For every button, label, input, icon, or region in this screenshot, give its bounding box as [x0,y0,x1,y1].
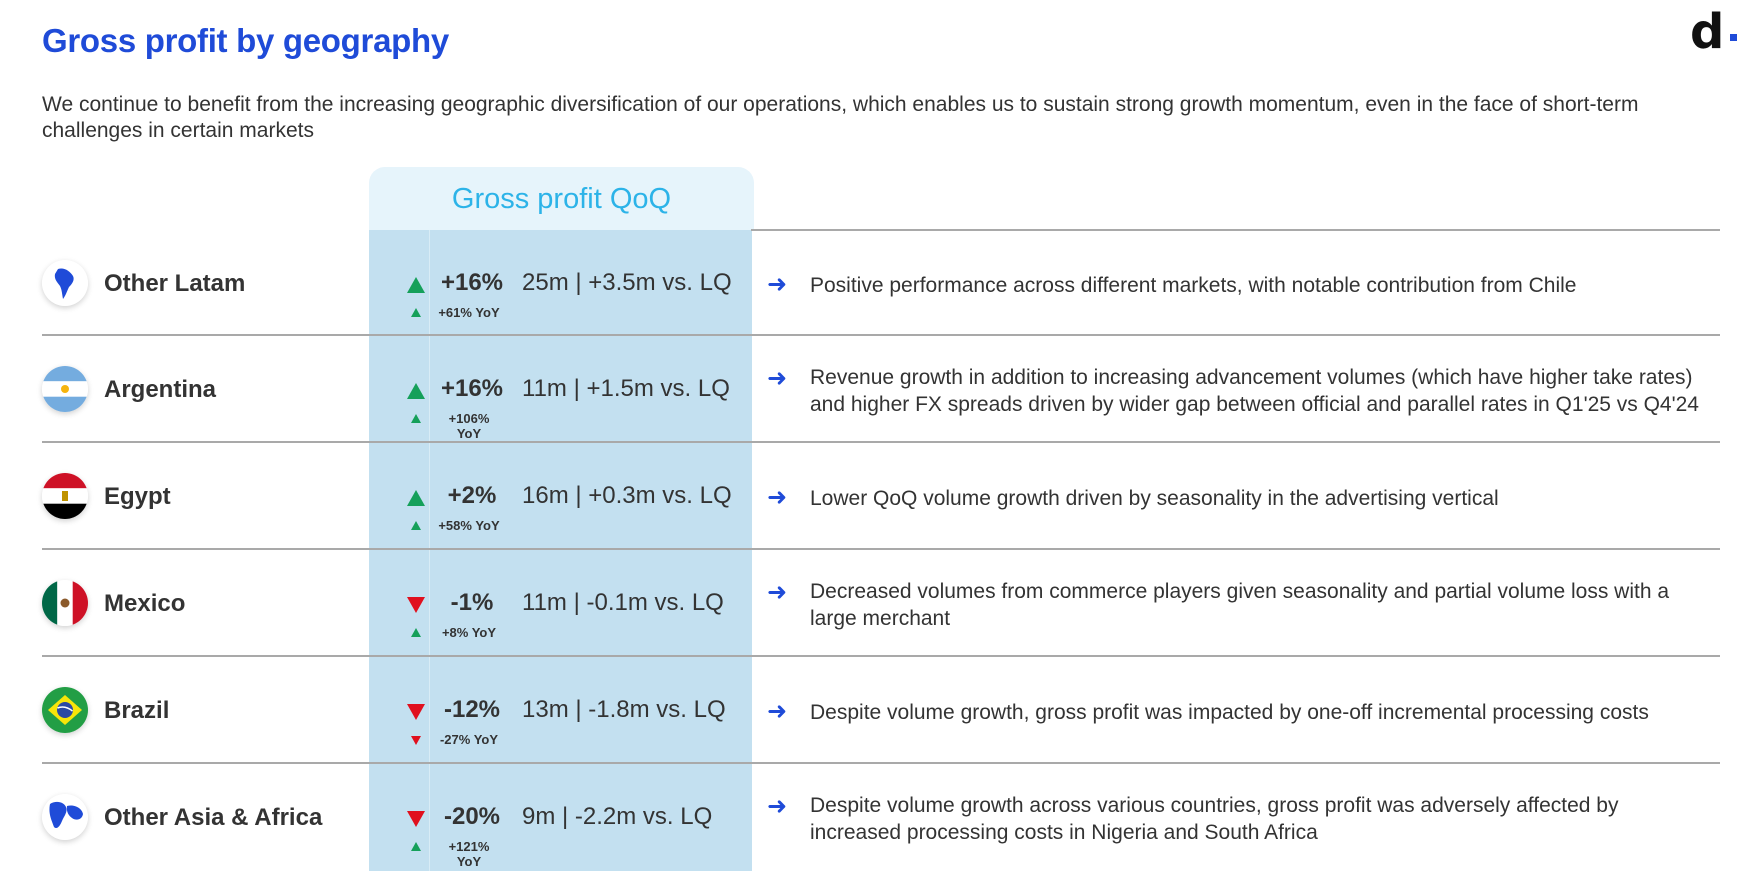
country-name: Argentina [104,376,217,403]
yoy-change: +61% YoY [438,305,500,320]
qoq-up-triangle-icon [407,490,425,506]
qoq-change: +16% [440,375,504,402]
country-name: Other Latam [104,270,246,297]
mexico-flag-icon [42,580,88,626]
asia-africa-globe-icon [42,794,88,840]
qoq-up-triangle-icon [407,277,425,293]
row-commentary: Lower QoQ volume growth driven by season… [810,487,1499,510]
yoy-change: -27% YoY [439,732,499,747]
qoq-change: -12% [443,696,501,723]
absolute-change: 25m | +3.5m vs. LQ [522,269,732,296]
qoq-down-triangle-icon [407,704,425,720]
absolute-change: 9m | -2.2m vs. LQ [522,803,713,830]
qoq-change: +2% [447,482,497,509]
yoy-up-triangle-icon [411,308,421,317]
column-divider [429,230,430,871]
table-row: Brazil -12% 13m | -1.8m vs. LQ -27% YoY … [0,657,1747,763]
row-commentary: Positive performance across different ma… [810,274,1577,297]
header-rule [751,229,1720,231]
row-commentary: Decreased volumes from commerce players … [810,580,1670,630]
arrow-right-icon: ➜ [767,270,788,298]
page-subtitle: We continue to benefit from the increasi… [42,93,1639,142]
table-row: Argentina +16% 11m | +1.5m vs. LQ +106% … [0,336,1747,442]
brazil-flag-icon [42,687,88,733]
country-name: Egypt [104,483,171,510]
argentina-flag-icon [42,366,88,412]
row-divider [42,655,1720,657]
qoq-change: +16% [440,269,504,296]
logo-dot [1730,34,1737,41]
absolute-change: 13m | -1.8m vs. LQ [522,696,726,723]
arrow-right-icon: ➜ [767,483,788,511]
row-divider [42,548,1720,550]
absolute-change: 11m | -0.1m vs. LQ [522,589,724,616]
company-logo: d [1690,4,1725,60]
yoy-change: +58% YoY [438,518,500,533]
gross-profit-column [369,230,752,871]
qoq-up-triangle-icon [407,383,425,399]
yoy-up-triangle-icon [411,414,421,423]
country-name: Brazil [104,697,170,724]
table-row: Mexico -1% 11m | -0.1m vs. LQ +8% YoY ➜ … [0,550,1747,656]
column-header-label: Gross profit QoQ [451,183,672,215]
yoy-up-triangle-icon [411,521,421,530]
egypt-flag-icon [42,473,88,519]
qoq-change: -1% [450,589,494,616]
arrow-right-icon: ➜ [767,792,788,820]
absolute-change: 11m | +1.5m vs. LQ [522,375,730,402]
row-divider [42,762,1720,764]
yoy-change: +121% YoY [448,839,490,869]
page-title: Gross profit by geography [42,22,449,59]
south-america-globe-icon [42,260,88,306]
qoq-change: -20% [443,803,501,830]
row-commentary: Revenue growth in addition to increasing… [810,366,1699,416]
arrow-right-icon: ➜ [767,364,788,392]
yoy-up-triangle-icon [411,628,421,637]
table-row: Other Asia & Africa -20% 9m | -2.2m vs. … [0,764,1747,870]
country-name: Mexico [104,590,186,617]
row-divider [42,441,1720,443]
yoy-down-triangle-icon [411,736,421,745]
absolute-change: 16m | +0.3m vs. LQ [522,482,732,509]
yoy-change: +106% YoY [448,411,490,441]
yoy-up-triangle-icon [411,842,421,851]
country-name: Other Asia & Africa [104,804,323,831]
gross-profit-column-header: Gross profit QoQ [369,167,754,231]
row-commentary: Despite volume growth, gross profit was … [810,701,1649,724]
yoy-change: +8% YoY [441,625,497,640]
row-divider [42,334,1720,336]
qoq-down-triangle-icon [407,811,425,827]
arrow-right-icon: ➜ [767,697,788,725]
arrow-right-icon: ➜ [767,578,788,606]
row-commentary: Despite volume growth across various cou… [810,794,1619,844]
qoq-down-triangle-icon [407,597,425,613]
table-row: Other Latam +16% 25m | +3.5m vs. LQ +61%… [0,230,1747,336]
table-row: Egypt +2% 16m | +0.3m vs. LQ +58% YoY ➜ … [0,443,1747,549]
